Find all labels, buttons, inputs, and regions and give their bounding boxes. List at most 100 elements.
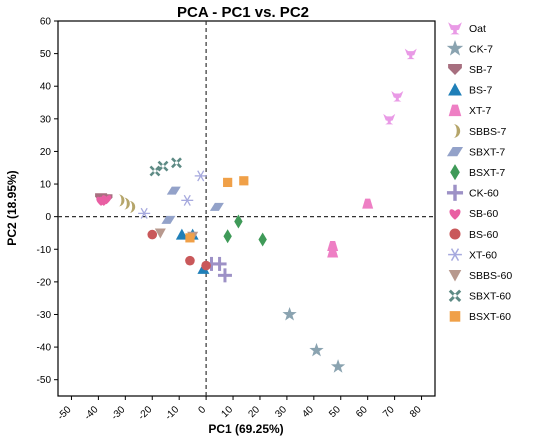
x-tick-label: -20 (136, 404, 154, 422)
point-ck-7 (330, 359, 346, 373)
legend-label-xt-60: XT-60 (469, 249, 497, 261)
legend-marker-sbxt-7 (446, 147, 464, 157)
legend-label-sbxt-7: SBXT-7 (469, 146, 505, 158)
point-sbxt-60 (171, 157, 182, 169)
point-sbbs-7 (123, 197, 130, 210)
x-tick-label: -50 (56, 404, 74, 422)
legend-marker-bsxt-60 (449, 311, 461, 322)
point-ck-60 (212, 256, 227, 271)
point-xt-60 (194, 170, 207, 182)
point-sbxt-60 (149, 165, 161, 177)
legend-label-sbbs-60: SBBS-60 (469, 270, 512, 282)
legend-marker-sb-60 (449, 209, 461, 220)
point-bs-60 (147, 229, 158, 240)
point-sbxt-7 (209, 202, 224, 211)
point-bsxt-60 (239, 176, 249, 186)
y-tick-label: 30 (40, 114, 52, 125)
x-tick-label: -30 (109, 404, 127, 422)
legend-label-sb-60: SB-60 (469, 208, 498, 220)
point-bsxt-7 (234, 214, 243, 229)
legend-marker-bs-7 (448, 82, 462, 96)
y-tick-label: 60 (40, 17, 52, 28)
legend-marker-bsxt-7 (450, 164, 460, 181)
point-bsxt-60 (223, 177, 233, 188)
legend-marker-sbxt-60 (448, 289, 462, 303)
plot-frame (57, 20, 436, 397)
y-axis-ticks: -50 -40 -30 -20 -10 0 10 20 30 40 50 60 (37, 17, 58, 386)
y-tick-label: 10 (40, 180, 52, 191)
point-xt-7 (362, 198, 374, 209)
point-sbxt-7 (166, 186, 181, 195)
legend-marker-sbbs-7 (453, 124, 461, 138)
y-tick-label: -30 (37, 310, 52, 321)
point-ck-7 (282, 306, 297, 321)
x-tick-label: 50 (327, 404, 343, 420)
legend-label-ck-7: CK-7 (469, 43, 493, 55)
x-tick-label: 20 (246, 404, 262, 420)
legend-marker-sb-7 (448, 64, 462, 75)
y-tick-label: -50 (37, 375, 52, 386)
legend-label-sbbs-7: SBBS-7 (469, 126, 507, 138)
chart-title: PCA - PC1 vs. PC2 (177, 4, 309, 21)
legend-label-xt-7: XT-7 (469, 105, 491, 117)
data-points (95, 48, 417, 373)
point-ck-7 (309, 342, 324, 357)
x-tick-label: 60 (354, 404, 370, 420)
x-tick-label: 10 (220, 404, 236, 420)
y-tick-label: -20 (37, 277, 52, 288)
point-sbbs-60 (154, 228, 166, 239)
point-sb-60 (99, 196, 109, 206)
zero-lines (58, 21, 435, 396)
point-ck-60 (217, 268, 232, 283)
point-xt-60 (138, 207, 151, 219)
legend-marker-sbbs-60 (448, 270, 462, 282)
legend-marker-oat (448, 22, 462, 35)
legend-marker-xt-60 (448, 248, 462, 261)
point-bs-60 (201, 260, 211, 271)
legend-label-bsxt-7: BSXT-7 (469, 167, 505, 179)
legend: Oat CK-7 SB-7 BS-7 XT-7 SBBS-7 SBXT-7 BSXT-7 CK-… (446, 22, 512, 323)
point-oat (404, 48, 417, 60)
point-bs-60 (185, 255, 195, 266)
x-tick-label: 30 (273, 404, 289, 420)
y-tick-label: 50 (40, 49, 52, 60)
legend-label-oat: Oat (469, 23, 486, 35)
legend-marker-bs-60 (449, 228, 461, 240)
point-bsxt-7 (258, 232, 267, 247)
y-tick-label: 0 (45, 212, 51, 223)
legend-marker-ck-60 (446, 184, 464, 201)
legend-label-bs-60: BS-60 (469, 229, 498, 241)
y-tick-label: -10 (37, 245, 52, 256)
x-tick-label: -40 (83, 404, 101, 422)
y-axis-label: PC2 (18.95%) (5, 170, 19, 245)
point-xt-7 (327, 247, 339, 258)
point-sbbs-7 (118, 194, 125, 207)
legend-label-bsxt-60: BSXT-60 (469, 311, 511, 323)
x-tick-label: 40 (300, 404, 316, 420)
legend-label-bs-7: BS-7 (469, 85, 493, 97)
legend-label-sbxt-60: SBXT-60 (469, 291, 511, 303)
point-oat (391, 91, 404, 102)
point-xt-60 (181, 194, 194, 206)
legend-label-ck-60: CK-60 (469, 188, 499, 200)
point-sbbs-7 (129, 200, 136, 213)
point-sbxt-7 (161, 215, 176, 224)
legend-marker-ck-7 (446, 39, 464, 56)
x-axis-ticks: -50 -40 -30 -20 -10 0 10 20 30 40 50 60 70 80 (56, 396, 424, 422)
y-tick-label: 40 (40, 82, 52, 93)
x-tick-label: 0 (197, 404, 209, 416)
legend-marker-xt-7 (448, 104, 462, 117)
x-tick-label: 70 (381, 404, 397, 420)
point-oat (383, 113, 396, 125)
point-sbxt-60 (157, 160, 169, 172)
y-tick-label: -40 (37, 343, 52, 354)
y-tick-label: 20 (40, 147, 52, 158)
x-axis-label: PC1 (69.25%) (208, 422, 283, 436)
point-bsxt-60 (185, 233, 195, 243)
x-tick-label: -10 (163, 404, 181, 422)
legend-label-sb-7: SB-7 (469, 64, 493, 76)
point-bs-7 (175, 228, 188, 240)
x-tick-label: 80 (408, 404, 424, 420)
point-bsxt-7 (223, 229, 232, 244)
